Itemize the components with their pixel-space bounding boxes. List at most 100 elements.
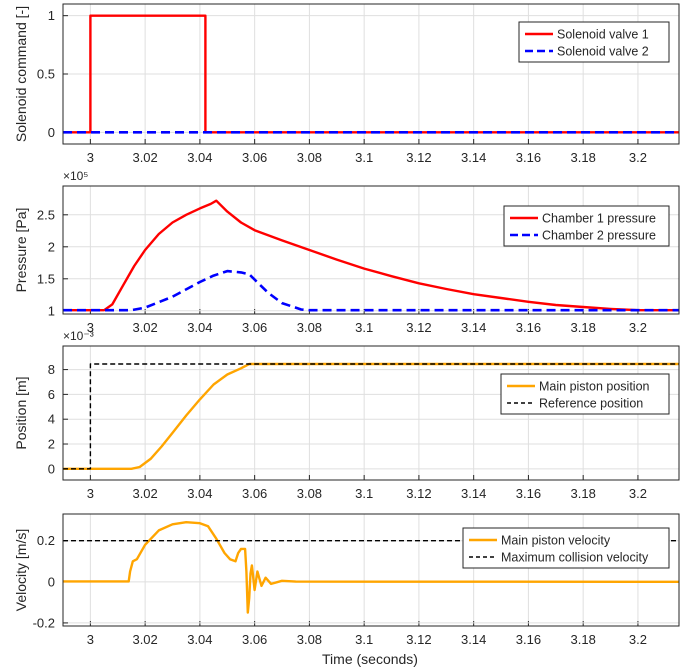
x-tick-label: 3.12 [406, 632, 431, 647]
x-tick-label: 3 [87, 486, 94, 501]
series-group [63, 199, 679, 312]
chart-panel-4: 3 3.02 3.04 3.06 3.08 3.1 3.12 3.14 3.16 3.18 3.2 -… [13, 513, 680, 647]
x-tick-label: 3.02 [132, 486, 157, 501]
axis-multiplier: ×10⁵ [63, 169, 88, 183]
legend-label: Chamber 2 pressure [542, 229, 656, 243]
y-tick-label: 2.5 [37, 207, 55, 222]
y-tick-label: 2 [48, 239, 55, 254]
legend-label: Chamber 1 pressure [542, 212, 656, 226]
y-axis-label: Pressure [Pa] [13, 208, 29, 293]
x-tick-label: 3.16 [516, 486, 541, 501]
axes-frame [62, 3, 680, 145]
legend-box [518, 21, 670, 63]
x-tick-label: 3 [87, 632, 94, 647]
x-tick-label: 3.14 [461, 150, 486, 165]
series-line [63, 362, 679, 470]
x-tick-label: 3 [87, 150, 94, 165]
y-tick-label: 4 [48, 412, 55, 427]
y-tick-label: 2 [48, 437, 55, 452]
chart-panel-2: 3 3.02 3.04 3.06 3.08 3.1 3.12 3.14 3.16 3.18 3.2 1… [13, 169, 680, 335]
x-tick-label: 3 [87, 320, 94, 335]
x-tick-label: 3.02 [132, 320, 157, 335]
legend-label: Main piston velocity [501, 534, 611, 548]
x-tick-label: 3.1 [355, 486, 373, 501]
axes-frame [62, 513, 680, 627]
y-tick-label: 0 [48, 574, 55, 589]
x-tick-label: 3.18 [571, 150, 596, 165]
legend-box [500, 373, 670, 415]
x-tick-label: 3.04 [187, 150, 212, 165]
x-tick-label: 3.1 [355, 150, 373, 165]
x-tick-label: 3.2 [629, 150, 647, 165]
y-tick-label: 1 [48, 8, 55, 23]
legend: Main piston velocity Maximum collision ve… [462, 527, 670, 569]
x-tick-label: 3.12 [406, 150, 431, 165]
x-tick-label: 3.18 [571, 486, 596, 501]
x-tick-label: 3.08 [297, 632, 322, 647]
legend-label: Main piston position [539, 380, 650, 394]
series-line [63, 269, 679, 312]
x-tick-label: 3.14 [461, 320, 486, 335]
x-tick-label: 3.1 [355, 320, 373, 335]
x-tick-label: 3.16 [516, 632, 541, 647]
x-tick-label: 3.12 [406, 486, 431, 501]
y-tick-label: 0 [48, 461, 55, 476]
legend: Chamber 1 pressure Chamber 2 pressure [503, 205, 670, 247]
x-tick-label: 3.08 [297, 320, 322, 335]
x-tick-label: 3.04 [187, 632, 212, 647]
x-tick-label: 3.2 [629, 632, 647, 647]
x-tick-label: 3.06 [242, 320, 267, 335]
legend: Main piston position Reference position [500, 373, 670, 415]
legend-box [462, 527, 670, 569]
x-tick-label: 3.1 [355, 632, 373, 647]
legend-box [503, 205, 670, 247]
y-tick-label: -0.2 [33, 615, 55, 630]
x-tick-label: 3.12 [406, 320, 431, 335]
x-tick-label: 3.2 [629, 320, 647, 335]
legend-label: Reference position [539, 397, 643, 411]
chart-panel-1: 3 3.02 3.04 3.06 3.08 3.1 3.12 3.14 3.16 3.18 3.2 0… [13, 3, 680, 165]
axis-multiplier: ×10⁻³ [63, 329, 94, 343]
x-tick-label: 3.06 [242, 150, 267, 165]
legend-label: Maximum collision velocity [501, 551, 649, 565]
legend-label: Solenoid valve 2 [557, 45, 649, 59]
series-line [63, 521, 679, 614]
axes-frame [62, 345, 680, 481]
x-tick-label: 3.02 [132, 632, 157, 647]
x-tick-label: 3.04 [187, 320, 212, 335]
y-tick-label: 1.5 [37, 271, 55, 286]
y-tick-label: 0.2 [37, 533, 55, 548]
x-tick-label: 3.08 [297, 486, 322, 501]
x-tick-label: 3.16 [516, 320, 541, 335]
x-tick-label: 3.16 [516, 150, 541, 165]
y-tick-label: 1 [48, 303, 55, 318]
x-tick-label: 3.14 [461, 486, 486, 501]
x-tick-label: 3.08 [297, 150, 322, 165]
y-axis-label: Solenoid command [-] [13, 6, 29, 142]
x-tick-label: 3.18 [571, 632, 596, 647]
x-tick-label: 3.02 [132, 150, 157, 165]
x-tick-label: 3.14 [461, 632, 486, 647]
chart-panel-3: 3 3.02 3.04 3.06 3.08 3.1 3.12 3.14 3.16 3.18 3.2 0… [13, 329, 680, 501]
series-line [63, 199, 679, 312]
legend: Solenoid valve 1 Solenoid valve 2 [518, 21, 670, 63]
x-tick-label: 3.04 [187, 486, 212, 501]
legend-label: Solenoid valve 1 [557, 28, 649, 42]
series-group [63, 362, 679, 470]
series-group [63, 14, 679, 134]
y-axis-label: Velocity [m/s] [13, 529, 29, 611]
x-tick-label: 3.06 [242, 632, 267, 647]
x-tick-label: 3.2 [629, 486, 647, 501]
x-tick-label: 3.18 [571, 320, 596, 335]
y-tick-label: 0 [48, 125, 55, 140]
plot-area [63, 186, 679, 314]
y-axis-label: Position [m] [13, 376, 29, 449]
y-tick-label: 6 [48, 387, 55, 402]
y-tick-label: 0.5 [37, 67, 55, 82]
series-line [63, 363, 679, 470]
x-axis-label: Time (seconds) [322, 651, 418, 667]
y-tick-label: 8 [48, 362, 55, 377]
x-tick-label: 3.06 [242, 486, 267, 501]
axes-frame [62, 185, 680, 315]
